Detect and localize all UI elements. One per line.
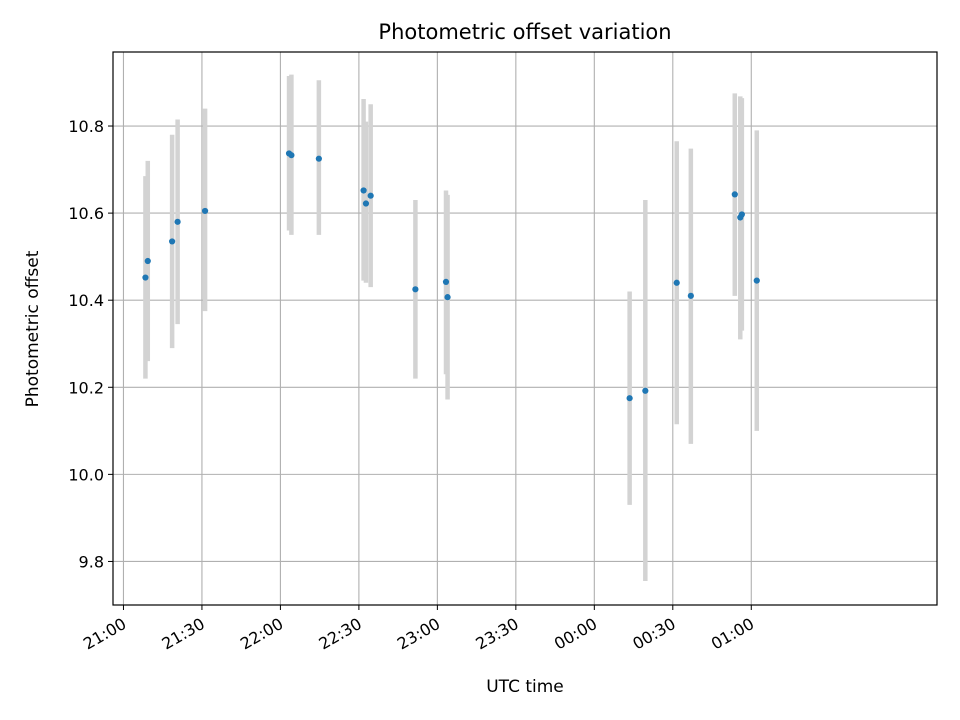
data-point [673,279,680,286]
data-point [753,277,760,284]
data-point [367,192,374,199]
chart-title: Photometric offset variation [378,20,671,44]
data-point [201,207,209,215]
grid-lines [113,52,937,605]
y-axis-label: Photometric offset [23,250,43,407]
data-point [412,286,419,293]
data-point [362,200,370,207]
data-point [169,238,176,245]
data-point [315,155,322,162]
plot-frame [112,51,938,606]
data-point [442,278,450,286]
data-point [642,387,649,394]
y-axis-ticks: 9.8 10.0 10.2 10.4 10.6 10.8 [68,117,113,571]
data-point [142,274,149,281]
data-point [626,395,633,402]
data-point [731,191,738,198]
y-tick-label: 10.8 [68,117,104,136]
data-points [142,150,760,402]
x-axis-label: UTC time [486,677,564,697]
y-tick-label: 10.0 [68,465,104,484]
data-point [144,257,151,265]
data-point [360,187,367,194]
y-tick-label: 10.6 [68,204,104,223]
y-tick-label: 10.4 [68,291,104,310]
data-point [174,218,181,225]
data-point [444,294,451,301]
data-point [288,152,295,159]
y-tick-label: 9.8 [79,552,104,571]
data-point [687,292,694,299]
y-tick-label: 10.2 [68,378,104,397]
data-point [738,211,745,218]
